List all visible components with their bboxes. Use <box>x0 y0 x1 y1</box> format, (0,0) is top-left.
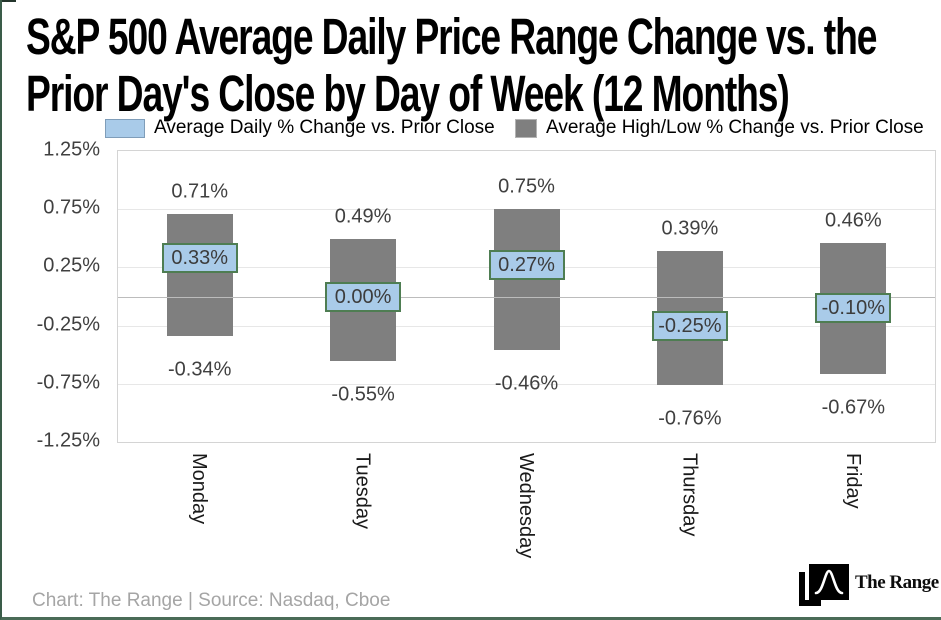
legend-swatch-gray <box>515 118 537 138</box>
legend-item-daily-change: Average Daily % Change vs. Prior Close <box>105 117 495 139</box>
logo-text: The Range <box>855 572 939 593</box>
high-value-label: 0.71% <box>171 180 229 203</box>
source-credit: Chart: The Range | Source: Nasdaq, Cboe <box>32 590 391 611</box>
plot-area: 0.71% -0.34% 0.33% 0.49% -0.55% 0.00% 0.75% -0.… <box>117 150 936 443</box>
logo-bracket-icon <box>799 572 821 606</box>
zero-baseline <box>118 296 935 298</box>
y-tick-label: 0.75% <box>43 196 100 219</box>
gridline <box>118 383 935 385</box>
y-tick-label: 1.25% <box>43 138 100 161</box>
legend-item-highlow-change: Average High/Low % Change vs. Prior Clos… <box>515 117 924 139</box>
y-tick-label: 0.25% <box>43 254 100 277</box>
frame-corner-mark <box>2 0 16 2</box>
x-tick-label-wednesday: Wednesday <box>515 453 537 559</box>
avg-change-box: 0.27% <box>488 250 565 281</box>
chart-legend: Average Daily % Change vs. Prior Close A… <box>2 117 941 139</box>
x-tick-label-tuesday: Tuesday <box>351 453 374 529</box>
high-value-label: 0.39% <box>661 217 719 240</box>
high-value-label: 0.75% <box>498 175 555 198</box>
low-value-label: -0.46% <box>494 372 559 395</box>
y-tick-label: -1.25% <box>36 429 100 452</box>
legend-swatch-blue <box>105 118 145 138</box>
low-value-label: -0.55% <box>331 383 395 406</box>
x-tick-label-monday: Monday <box>188 453 211 525</box>
title-line-1: S&P 500 Average Daily Price Range Change… <box>26 8 877 65</box>
y-axis: 1.25% 0.75% 0.25% -0.25% -0.75% -1.25% <box>2 139 100 452</box>
x-tick-label-friday: Friday <box>841 453 864 509</box>
low-value-label: -0.34% <box>168 358 232 381</box>
bell-curve-icon <box>809 564 849 600</box>
x-axis: Monday Tuesday Wednesday Thursday Friday <box>117 453 934 583</box>
x-tick-label-thursday: Thursday <box>678 453 701 537</box>
high-value-label: 0.49% <box>334 205 392 228</box>
page-title: S&P 500 Average Daily Price Range Change… <box>26 8 877 122</box>
low-value-label: -0.76% <box>658 407 722 430</box>
high-value-label: 0.46% <box>824 209 882 232</box>
avg-change-box: 0.00% <box>325 281 402 312</box>
y-tick-label: -0.25% <box>36 313 100 336</box>
low-value-label: -0.67% <box>821 396 885 419</box>
the-range-logo: The Range <box>785 564 939 608</box>
avg-change-box: 0.33% <box>161 243 238 274</box>
legend-label-highlow-change: Average High/Low % Change vs. Prior Clos… <box>546 117 924 138</box>
y-tick-label: -0.75% <box>36 371 100 394</box>
range-bar <box>166 213 233 337</box>
avg-change-box: -0.10% <box>815 293 892 324</box>
avg-change-box: -0.25% <box>651 310 728 341</box>
title-line-2: Prior Day's Close by Day of Week (12 Mon… <box>26 65 790 122</box>
legend-label-daily-change: Average Daily % Change vs. Prior Close <box>154 117 495 138</box>
